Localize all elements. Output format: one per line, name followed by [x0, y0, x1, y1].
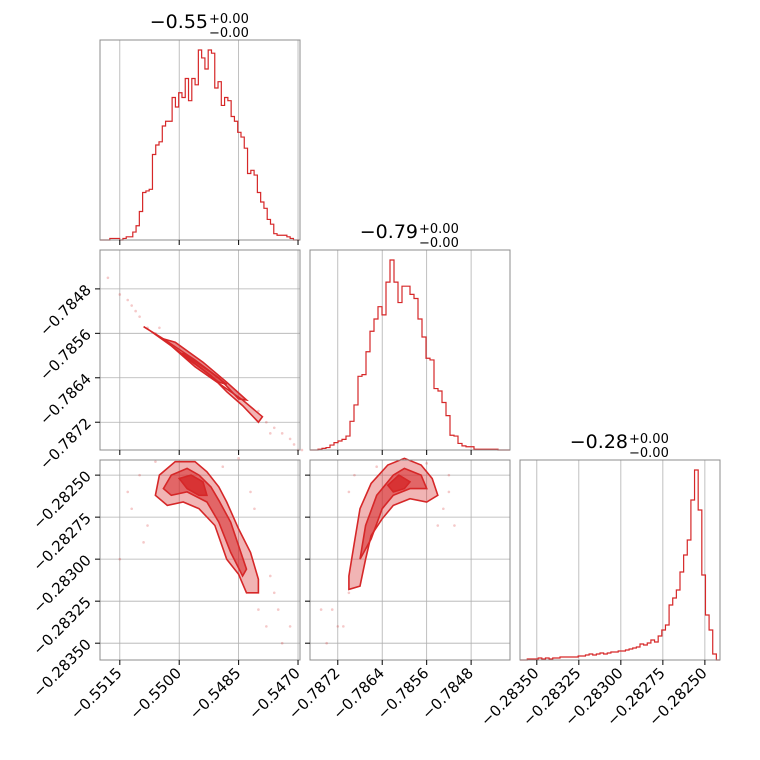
- sample-point: [130, 507, 133, 511]
- density-contour: [348, 457, 439, 591]
- x-tick-label: −0.5485: [186, 664, 245, 723]
- sample-point: [106, 276, 110, 280]
- sample-point: [268, 432, 272, 435]
- sample-point: [237, 457, 240, 460]
- sample-point: [453, 524, 456, 527]
- sample-point: [146, 524, 149, 527]
- sample-point: [253, 507, 256, 511]
- sample-point: [280, 432, 284, 435]
- axes-frame: [309, 459, 511, 661]
- histogram-line: [100, 49, 300, 241]
- density-contour: [177, 474, 208, 497]
- sample-point: [272, 426, 276, 430]
- title-plus: +0.00: [209, 12, 249, 27]
- sample-point: [126, 490, 130, 494]
- sample-point: [436, 524, 440, 527]
- scatter-panel-0-1: −0.7872−0.7864−0.7856−0.7848: [36, 249, 304, 473]
- scatter-panel-0-1-bg: [100, 250, 300, 450]
- sample-point: [272, 591, 276, 595]
- sample-point: [154, 460, 157, 463]
- sample-point: [249, 490, 252, 494]
- scatter-panel-1-2-bg: [310, 460, 510, 660]
- scatter-panel-1-2: −0.7872−0.7864−0.7856−0.7848: [285, 457, 511, 723]
- axes-frame: [99, 39, 301, 241]
- sample-point: [134, 309, 137, 313]
- histogram-panel-0-bg: [100, 40, 300, 240]
- density-contour: [386, 474, 412, 493]
- axes-frame: [309, 249, 511, 451]
- sample-point: [138, 473, 141, 477]
- axes-frame: [99, 459, 301, 661]
- title-value: −0.55: [150, 11, 208, 33]
- panel-title-2: −0.28 +0.00−0.00: [570, 431, 669, 461]
- sample-point: [288, 625, 292, 628]
- sample-point: [280, 641, 284, 645]
- sample-point: [142, 541, 145, 544]
- sample-point: [447, 473, 451, 477]
- panel-title-1: −0.79 +0.00−0.00: [360, 221, 459, 251]
- sample-point: [130, 304, 133, 307]
- histogram-line: [310, 259, 510, 451]
- sample-point: [126, 298, 130, 302]
- sample-point: [425, 462, 428, 465]
- sample-point: [330, 608, 334, 611]
- density-contour: [154, 460, 260, 594]
- axes-frame: [519, 459, 721, 661]
- histogram-panel-1-bg: [310, 250, 510, 450]
- sample-point: [442, 507, 445, 511]
- sample-point: [353, 473, 356, 477]
- scatter-panel-0-2: −0.5515 −0.5500 −0.5485 −0.5470−0.28350−0.2…: [29, 457, 304, 723]
- panel-title-0: −0.55 +0.00−0.00: [150, 11, 249, 41]
- sample-point: [292, 443, 296, 446]
- sample-point: [268, 574, 272, 578]
- sample-point: [257, 608, 260, 611]
- sample-point: [347, 490, 351, 494]
- title-minus: −0.00: [419, 236, 459, 251]
- sample-point: [347, 591, 351, 595]
- sample-point: [118, 557, 122, 561]
- sample-point: [300, 448, 304, 452]
- histogram-panel-0: [99, 39, 301, 245]
- title-value: −0.28: [570, 431, 628, 453]
- sample-point: [288, 437, 292, 441]
- title-plus: +0.00: [629, 432, 669, 447]
- sample-point: [375, 465, 378, 469]
- histogram-panel-2-bg: [520, 460, 720, 660]
- axes-frame: [99, 249, 301, 451]
- title-value: −0.79: [360, 221, 418, 243]
- sample-point: [276, 608, 280, 611]
- title-minus: −0.00: [629, 446, 669, 461]
- x-tick-label: −0.5500: [126, 664, 185, 723]
- sample-point: [158, 326, 161, 330]
- sample-point: [325, 641, 328, 645]
- sample-point: [336, 625, 340, 628]
- x-tick-label: −0.5515: [67, 664, 126, 723]
- sample-point: [221, 465, 225, 469]
- histogram-panel-2: −0.28350−0.28325−0.28300−0.28275−0.28250: [477, 459, 721, 730]
- sample-point: [265, 625, 268, 628]
- sample-point: [138, 315, 141, 318]
- histogram-panel-1: [309, 249, 511, 455]
- sample-point: [118, 293, 122, 296]
- sample-point: [265, 420, 268, 424]
- title-minus: −0.00: [209, 26, 249, 41]
- histogram-line: [520, 469, 720, 661]
- sample-point: [342, 625, 345, 628]
- sample-point: [319, 608, 323, 611]
- density-contour: [182, 351, 228, 386]
- sample-point: [447, 490, 451, 494]
- title-plus: +0.00: [419, 222, 459, 237]
